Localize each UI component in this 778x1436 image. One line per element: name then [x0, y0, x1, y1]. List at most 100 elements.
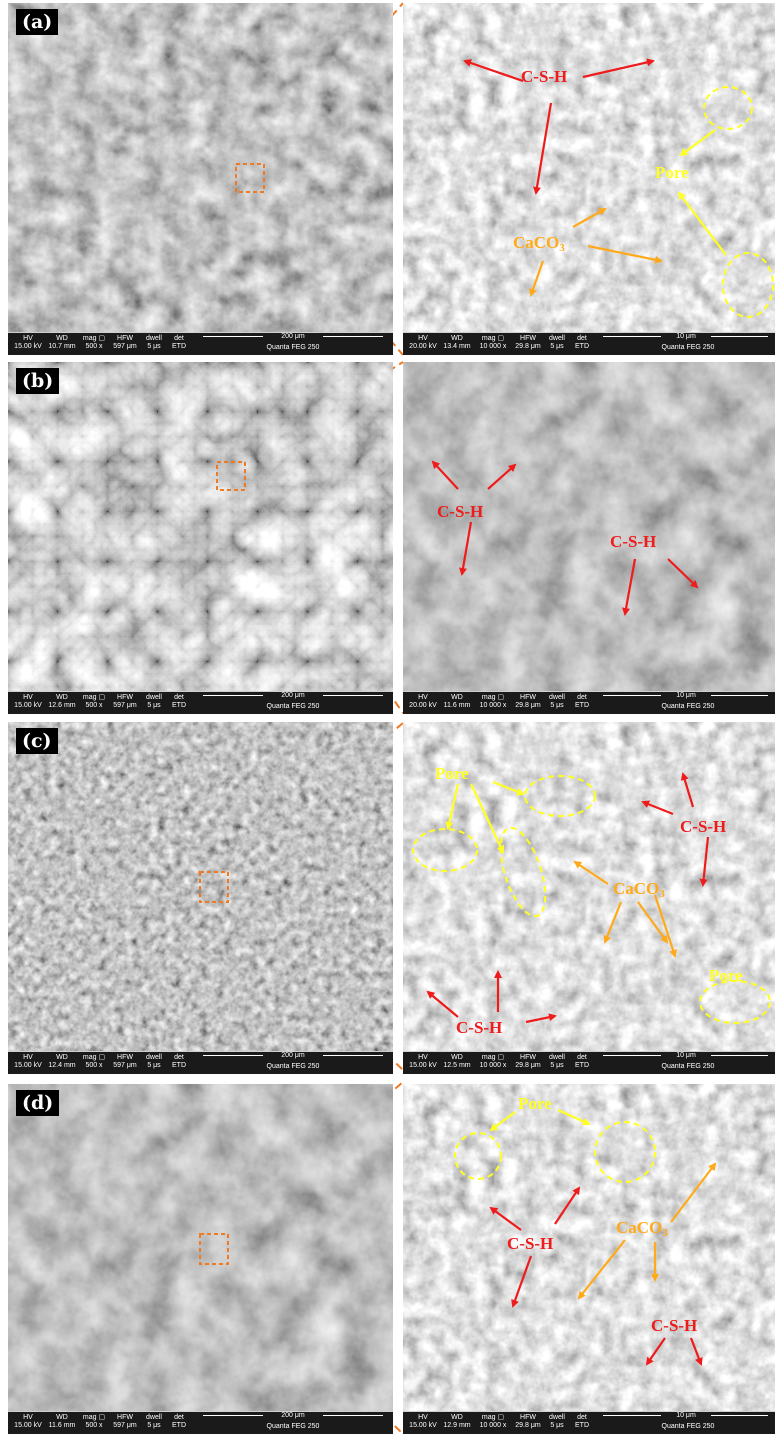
pore-label: Pore: [435, 764, 469, 783]
scale-label: 200 μm: [263, 1052, 323, 1060]
csh-label: C-S-H: [651, 1316, 698, 1335]
mag-header: mag ▢: [481, 694, 505, 701]
mag-header: mag ▢: [481, 1414, 505, 1421]
hfw-header: HFW: [117, 1414, 133, 1421]
hv-header: HV: [418, 1414, 428, 1421]
hv-header: HV: [418, 694, 428, 701]
pore-label: Pore: [518, 1094, 552, 1113]
hv-header: HV: [23, 335, 33, 342]
det-value: ETD: [172, 702, 186, 709]
scale-label: 200 μm: [263, 333, 323, 341]
panel-label: (d): [16, 1090, 60, 1116]
hfw-header: HFW: [520, 694, 536, 701]
sem-texture: [403, 3, 775, 355]
csh-label: C-S-H: [507, 1234, 554, 1253]
hv-header: HV: [23, 694, 33, 701]
hfw-value: 597 μm: [113, 1422, 137, 1429]
hfw-header: HFW: [117, 1054, 133, 1061]
csh-label: C-S-H: [610, 532, 657, 551]
caco3-label: CaCO3: [616, 1218, 668, 1239]
mag-value: 10 000 x: [479, 702, 507, 709]
scale-label: 10 μm: [661, 1412, 711, 1420]
hfw-value: 29.8 μm: [515, 702, 541, 709]
hfw-header: HFW: [520, 1054, 536, 1061]
wd-header: WD: [451, 1054, 463, 1061]
det-header: det: [174, 1054, 184, 1061]
mag-value: 10 000 x: [479, 1062, 507, 1069]
dwell-header: dwell: [146, 1414, 162, 1421]
det-value: ETD: [575, 1062, 589, 1069]
csh-label: C-S-H: [437, 502, 484, 521]
wd-header: WD: [451, 1414, 463, 1421]
sem-texture: [403, 362, 775, 714]
instrument-label: Quanta FEG 250: [661, 1063, 715, 1070]
sem-image-c-low-mag: (c) HV 15.00 kV WD 12.4 mm mag ▢ 500 x HFW 5…: [8, 722, 393, 1074]
det-header: det: [577, 694, 587, 701]
caco3-label: CaCO3: [613, 879, 665, 900]
pore-label: Pore: [709, 966, 743, 985]
wd-header: WD: [451, 694, 463, 701]
sem-texture: [8, 1084, 393, 1434]
dwell-header: dwell: [549, 694, 565, 701]
mag-header: mag ▢: [82, 1054, 106, 1061]
sem-info-bar: HV 15.00 kV WD 12.9 mm mag ▢ 10 000 x HFW 29…: [403, 1411, 775, 1434]
hv-value: 15.00 kV: [14, 343, 42, 350]
wd-value: 12.5 mm: [443, 1062, 471, 1069]
sem-texture: [8, 3, 393, 355]
sem-image-b-high-mag: C-S-H C-S-H HV 20.00 kV WD 11.6 mm mag ▢ 10…: [403, 362, 775, 714]
hfw-header: HFW: [117, 694, 133, 701]
sem-texture: [8, 362, 393, 714]
dwell-value: 5 μs: [147, 343, 161, 350]
sem-info-bar: HV 20.00 kV WD 13.4 mm mag ▢ 10 000 x HFW 29…: [403, 332, 775, 355]
wd-value: 12.4 mm: [48, 1062, 76, 1069]
det-header: det: [174, 694, 184, 701]
instrument-label: Quanta FEG 250: [266, 1423, 320, 1430]
panel-b: (b) HV 15.00 kV WD 12.6 mm mag ▢ 500 x HFW 5…: [0, 359, 778, 717]
wd-header: WD: [56, 335, 68, 342]
hv-header: HV: [23, 1054, 33, 1061]
instrument-label: Quanta FEG 250: [661, 1423, 715, 1430]
mag-header: mag ▢: [82, 335, 106, 342]
sem-image-d-high-mag: Pore CaCO3 C-S-H C-S-H HV 15.00 kV WD 12.9…: [403, 1084, 775, 1434]
csh-label: C-S-H: [456, 1018, 503, 1037]
scale-label: 10 μm: [661, 1052, 711, 1060]
wd-header: WD: [56, 1414, 68, 1421]
instrument-label: Quanta FEG 250: [266, 703, 320, 710]
panel-label: (b): [16, 368, 60, 394]
panel-label: (a): [16, 9, 59, 35]
det-value: ETD: [172, 1422, 186, 1429]
mag-value: 10 000 x: [479, 343, 507, 350]
mag-header: mag ▢: [481, 1054, 505, 1061]
sem-image-c-high-mag: Pore C-S-H CaCO3 Pore C-S-H HV 15.00 kV W…: [403, 722, 775, 1074]
hfw-value: 29.8 μm: [515, 1062, 541, 1069]
dwell-header: dwell: [549, 1414, 565, 1421]
sem-image-a-high-mag: C-S-H Pore CaCO3 HV 20.00 kV WD 13.4 mm ma…: [403, 3, 775, 355]
scale-label: 10 μm: [661, 333, 711, 341]
sem-info-bar: HV 15.00 kV WD 12.4 mm mag ▢ 500 x HFW 597 μ…: [8, 1051, 393, 1074]
sem-image-a-low-mag: (a) HV 15.00 kV WD 10.7 mm mag ▢ 500 x HFW 5…: [8, 3, 393, 355]
instrument-label: Quanta FEG 250: [266, 1063, 320, 1070]
wd-header: WD: [56, 694, 68, 701]
wd-value: 11.6 mm: [443, 702, 471, 709]
mag-header: mag ▢: [82, 694, 106, 701]
hv-header: HV: [418, 335, 428, 342]
mag-header: mag ▢: [82, 1414, 106, 1421]
panel-a: (a) HV 15.00 kV WD 10.7 mm mag ▢ 500 x HFW 5…: [0, 0, 778, 358]
panel-c: (c) HV 15.00 kV WD 12.4 mm mag ▢ 500 x HFW 5…: [0, 719, 778, 1077]
det-value: ETD: [575, 702, 589, 709]
hv-value: 15.00 kV: [14, 1062, 42, 1069]
wd-value: 12.6 mm: [48, 702, 76, 709]
hfw-value: 29.8 μm: [515, 343, 541, 350]
csh-label: C-S-H: [680, 817, 727, 836]
dwell-header: dwell: [549, 335, 565, 342]
sem-info-bar: HV 20.00 kV WD 11.6 mm mag ▢ 10 000 x HFW 29…: [403, 691, 775, 714]
hv-value: 15.00 kV: [14, 1422, 42, 1429]
dwell-value: 5 μs: [147, 1422, 161, 1429]
sem-texture: [8, 722, 393, 1074]
instrument-label: Quanta FEG 250: [266, 344, 320, 351]
dwell-value: 5 μs: [550, 702, 564, 709]
dwell-value: 5 μs: [147, 702, 161, 709]
scale-label: 200 μm: [263, 1412, 323, 1420]
hfw-header: HFW: [520, 335, 536, 342]
wd-header: WD: [451, 335, 463, 342]
